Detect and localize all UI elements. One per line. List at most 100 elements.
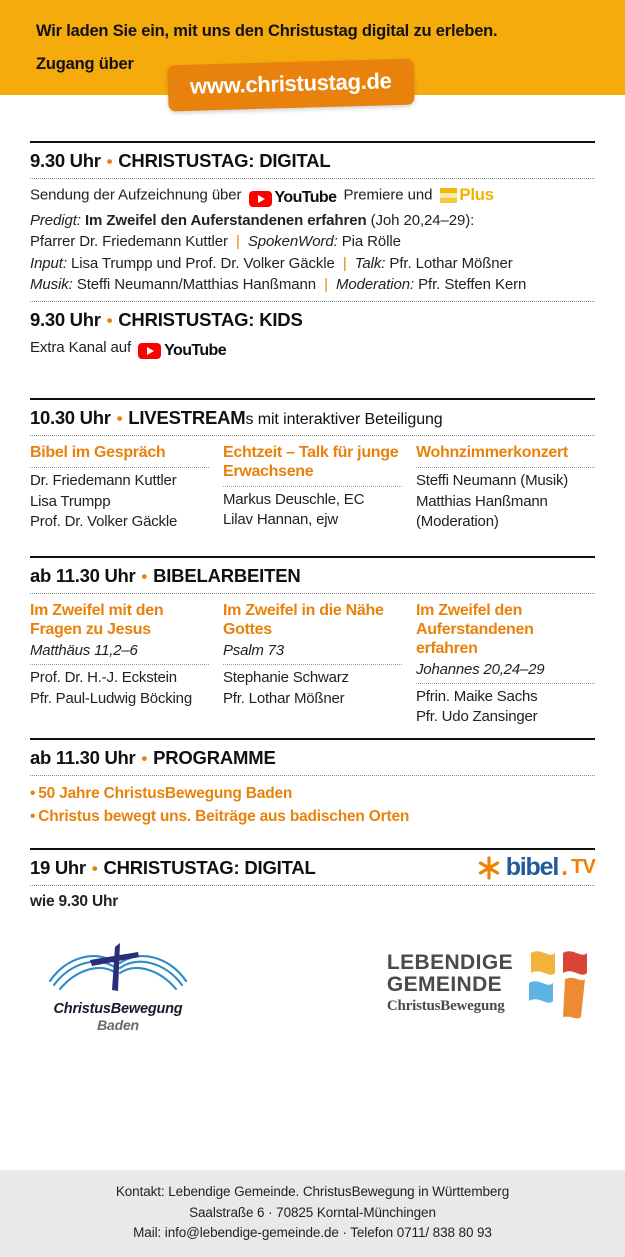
kids-details: Extra Kanal auf YouTube xyxy=(30,337,595,368)
header-banner: Wir laden Sie ein, mit uns den Christust… xyxy=(0,0,625,112)
bibeltv-logo[interactable]: bibel. TV xyxy=(475,853,596,882)
list-item: Prof. Dr. H.-J. Eckstein xyxy=(30,669,177,687)
list-item: (Moderation) xyxy=(416,512,499,530)
bibelarbeiten-columns: Im Zweifel mit den Fragen zu Jesus Matth… xyxy=(30,594,595,738)
christusbewegung-baden-logo: ChristusBewegung Baden xyxy=(28,933,208,1033)
section-time: 9.30 Uhr xyxy=(30,309,101,331)
section-dotted-rule xyxy=(30,593,595,595)
section-heading-programme: ab 11.30 Uhr • PROGRAMME xyxy=(30,740,595,775)
bibeltv-tv-suffix: TV xyxy=(571,856,596,879)
youtube-wordmark: YouTube xyxy=(274,189,337,207)
youtube-play-icon xyxy=(248,190,272,207)
section-dotted-rule xyxy=(30,435,595,437)
section-heading-kids: 9.30 Uhr • CHRISTUSTAG: KIDS xyxy=(30,302,595,337)
section-divider-rule xyxy=(30,398,595,401)
section-divider-rule xyxy=(30,556,595,559)
bibelarbeit-reference: Matthäus 11,2–6 xyxy=(30,641,138,659)
bibelarbeit-names: Pfrin. Maike Sachs Pfr. Udo Zansinger xyxy=(416,687,595,728)
main-content: 9.30 Uhr • CHRISTUSTAG: DIGITAL Sendung … xyxy=(0,95,625,915)
livestream-column-title: Wohnzimmerkonzert xyxy=(416,444,568,462)
list-item: Matthias Hanßmann xyxy=(416,492,548,510)
livestream-column: Bibel im Gespräch Dr. Friedemann Kuttler… xyxy=(30,444,223,532)
bibeltv-wordmark: bibel xyxy=(505,853,560,882)
banner-headline-line2: Zugang über xyxy=(36,55,134,73)
separator-pipe: | xyxy=(324,275,328,293)
bullet-dot-icon: • xyxy=(116,409,123,429)
lebendige-gemeinde-text: LEBENDIGE GEMEINDE ChristusBewegung xyxy=(386,950,513,1015)
talk-label: Talk: xyxy=(354,254,386,272)
footer-line-contact: Mail: info@lebendige-gemeinde.de · Telef… xyxy=(133,1224,492,1240)
website-url-badge[interactable]: www.christustag.de xyxy=(167,58,415,112)
section-dotted-rule xyxy=(30,885,595,887)
section-heading-evening-row: 19 Uhr • CHRISTUSTAG: DIGITAL bibel. TV xyxy=(30,850,596,885)
programme-item-label: 50 Jahre ChristusBewegung Baden xyxy=(38,784,293,802)
digital-line-predigt: Predigt: Im Zweifel den Auferstandenen e… xyxy=(30,210,595,231)
footer-line-organisation: Kontakt: Lebendige Gemeinde. ChristusBew… xyxy=(115,1184,510,1200)
bibelarbeit-reference: Johannes 20,24–29 xyxy=(416,660,545,678)
livestream-column-names: Markus Deuschle, EC Lilav Hannan, ejw xyxy=(223,490,402,531)
section-time: ab 11.30 Uhr xyxy=(30,565,136,587)
predigt-speaker: Pfarrer Dr. Friedemann Kuttler xyxy=(30,233,228,251)
section-title: BIBELARBEITEN xyxy=(153,565,301,587)
bibelarbeit-title: Im Zweifel den Auferstandenen erfahren xyxy=(416,602,534,657)
digital-details: Sendung der Aufzeichnung über YouTube Pr… xyxy=(30,179,595,301)
programme-list: • 50 Jahre ChristusBewegung Baden • Christ… xyxy=(30,776,595,837)
ribbon-cross-icon xyxy=(529,951,587,1019)
youtube-wordmark: YouTube xyxy=(164,341,227,359)
section-title: CHRISTUSTAG: KIDS xyxy=(118,309,303,331)
partner-logos-row: ChristusBewegung Baden LEBENDIGE GEMEIND… xyxy=(0,915,625,1047)
section-time: ab 11.30 Uhr xyxy=(30,746,136,768)
digital-line-input-talk: Input: Lisa Trumpp und Prof. Dr. Volker … xyxy=(30,253,595,274)
youtube-logo[interactable]: YouTube xyxy=(138,340,227,363)
section-time: 9.30 Uhr xyxy=(30,150,101,171)
column-dotted-rule xyxy=(30,664,209,666)
input-label: Input: xyxy=(30,254,67,272)
livestream-column-title: Echtzeit – Talk für junge Erwachsene xyxy=(223,444,399,481)
erf-plus-logo[interactable]: Plus xyxy=(440,183,494,207)
evening-note: wie 9.30 Uhr xyxy=(30,893,119,911)
livestream-column: Wohnzimmerkonzert Steffi Neumann (Musik)… xyxy=(416,444,595,532)
broadcast-text-pre: Sendung der Aufzeichnung über xyxy=(30,186,242,204)
section-dotted-rule xyxy=(30,301,595,303)
list-item: Steffi Neumann (Musik) xyxy=(416,472,569,490)
bibelarbeit-column: Im Zweifel mit den Fragen zu Jesus Matth… xyxy=(30,602,223,728)
footer-contact: Kontakt: Lebendige Gemeinde. ChristusBew… xyxy=(0,1170,625,1257)
lebendige-line1: LEBENDIGE xyxy=(386,950,513,974)
youtube-logo[interactable]: YouTube xyxy=(248,187,337,210)
input-persons: Lisa Trumpp und Prof. Dr. Volker Gäckle xyxy=(71,254,335,272)
lebendige-line2: GEMEINDE xyxy=(386,972,503,996)
section-time: 10.30 Uhr xyxy=(30,407,111,429)
moderation-label: Moderation: xyxy=(335,275,415,293)
livestream-column-names: Dr. Friedemann Kuttler Lisa Trumpp Prof.… xyxy=(30,471,209,532)
digital-line-broadcast: Sendung der Aufzeichnung über YouTube Pr… xyxy=(30,183,595,210)
section-title: CHRISTUSTAG: DIGITAL xyxy=(118,150,331,171)
list-bullet-icon: • xyxy=(30,784,36,802)
section-heading-bibelarbeiten: ab 11.30 Uhr • BIBELARBEITEN xyxy=(30,558,595,593)
erf-plus-wordmark: Plus xyxy=(459,185,494,204)
bibelarbeit-names: Stephanie Schwarz Pfr. Lothar Mößner xyxy=(223,668,402,709)
bibelarbeit-column: Im Zweifel in die Nähe Gottes Psalm 73 S… xyxy=(223,602,416,728)
section-divider-rule xyxy=(30,141,595,143)
list-item: • Christus bewegt uns. Beiträge aus badis… xyxy=(30,805,595,828)
section-divider-rule xyxy=(30,848,595,851)
list-item: Dr. Friedemann Kuttler xyxy=(30,472,177,490)
bullet-dot-icon: • xyxy=(91,859,98,879)
predigt-reference: (Joh 20,24–29): xyxy=(370,211,475,229)
musik-label: Musik: xyxy=(30,275,73,293)
bullet-dot-icon: • xyxy=(141,748,148,768)
livestream-column-names: Steffi Neumann (Musik) Matthias Hanßmann… xyxy=(416,471,595,532)
list-item: Pfr. Lothar Mößner xyxy=(223,689,345,707)
list-item: Markus Deuschle, EC xyxy=(223,491,365,509)
column-dotted-rule xyxy=(223,486,402,488)
broadcast-text-mid: Premiere und xyxy=(343,186,433,204)
lebendige-gemeinde-logo: LEBENDIGE GEMEINDE ChristusBewegung xyxy=(387,943,597,1023)
bullet-dot-icon: • xyxy=(106,152,113,171)
separator-pipe: | xyxy=(342,254,347,272)
digital-line-speakers: Pfarrer Dr. Friedemann Kuttler | SpokenW… xyxy=(30,231,595,252)
christusbewegung-name: ChristusBewegung xyxy=(53,1001,183,1018)
talk-person: Pfr. Lothar Mößner xyxy=(389,254,513,272)
kids-channel-line: Extra Kanal auf YouTube xyxy=(30,337,595,362)
section-heading-digital: 9.30 Uhr • CHRISTUSTAG: DIGITAL xyxy=(30,143,595,178)
section-title: CHRISTUSTAG: DIGITAL xyxy=(103,857,316,879)
digital-line-musik-moderation: Musik: Steffi Neumann/Matthias Hanßmann … xyxy=(30,274,595,295)
